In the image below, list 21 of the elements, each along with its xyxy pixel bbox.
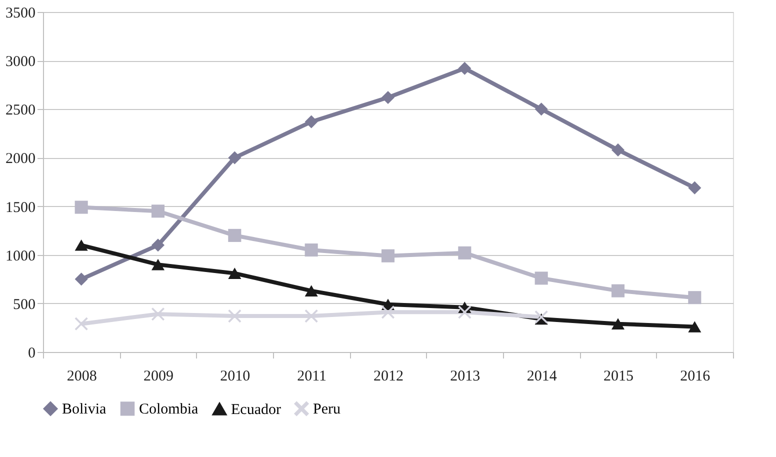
- x-tick-label: 2015: [604, 368, 634, 384]
- x-tick-label: 2012: [374, 368, 404, 384]
- x-tick-label: 2011: [297, 368, 327, 384]
- legend-label: Ecuador: [231, 402, 281, 418]
- y-tick-label: 500: [13, 296, 36, 313]
- y-tick-label: 1500: [6, 200, 36, 216]
- y-tick-label: 2000: [6, 151, 36, 168]
- y-tick-label: 2500: [6, 102, 36, 119]
- x-tick-label: 2013: [450, 368, 480, 384]
- x-tick-label: 2014: [526, 368, 558, 384]
- legend-label: Colombia: [139, 402, 199, 418]
- x-tick-label: 2016: [680, 368, 711, 384]
- x-tick-label: 2008: [66, 368, 97, 384]
- y-tick-label: 1000: [6, 248, 36, 264]
- legend-label: Peru: [313, 402, 341, 418]
- y-tick-label: 3500: [6, 6, 36, 22]
- legend-label: Bolivia: [62, 402, 107, 418]
- y-tick-label: 0: [28, 346, 36, 362]
- y-tick-label: 3000: [6, 54, 36, 70]
- x-tick-label: 2009: [144, 368, 174, 384]
- x-tick-label: 2010: [220, 368, 250, 384]
